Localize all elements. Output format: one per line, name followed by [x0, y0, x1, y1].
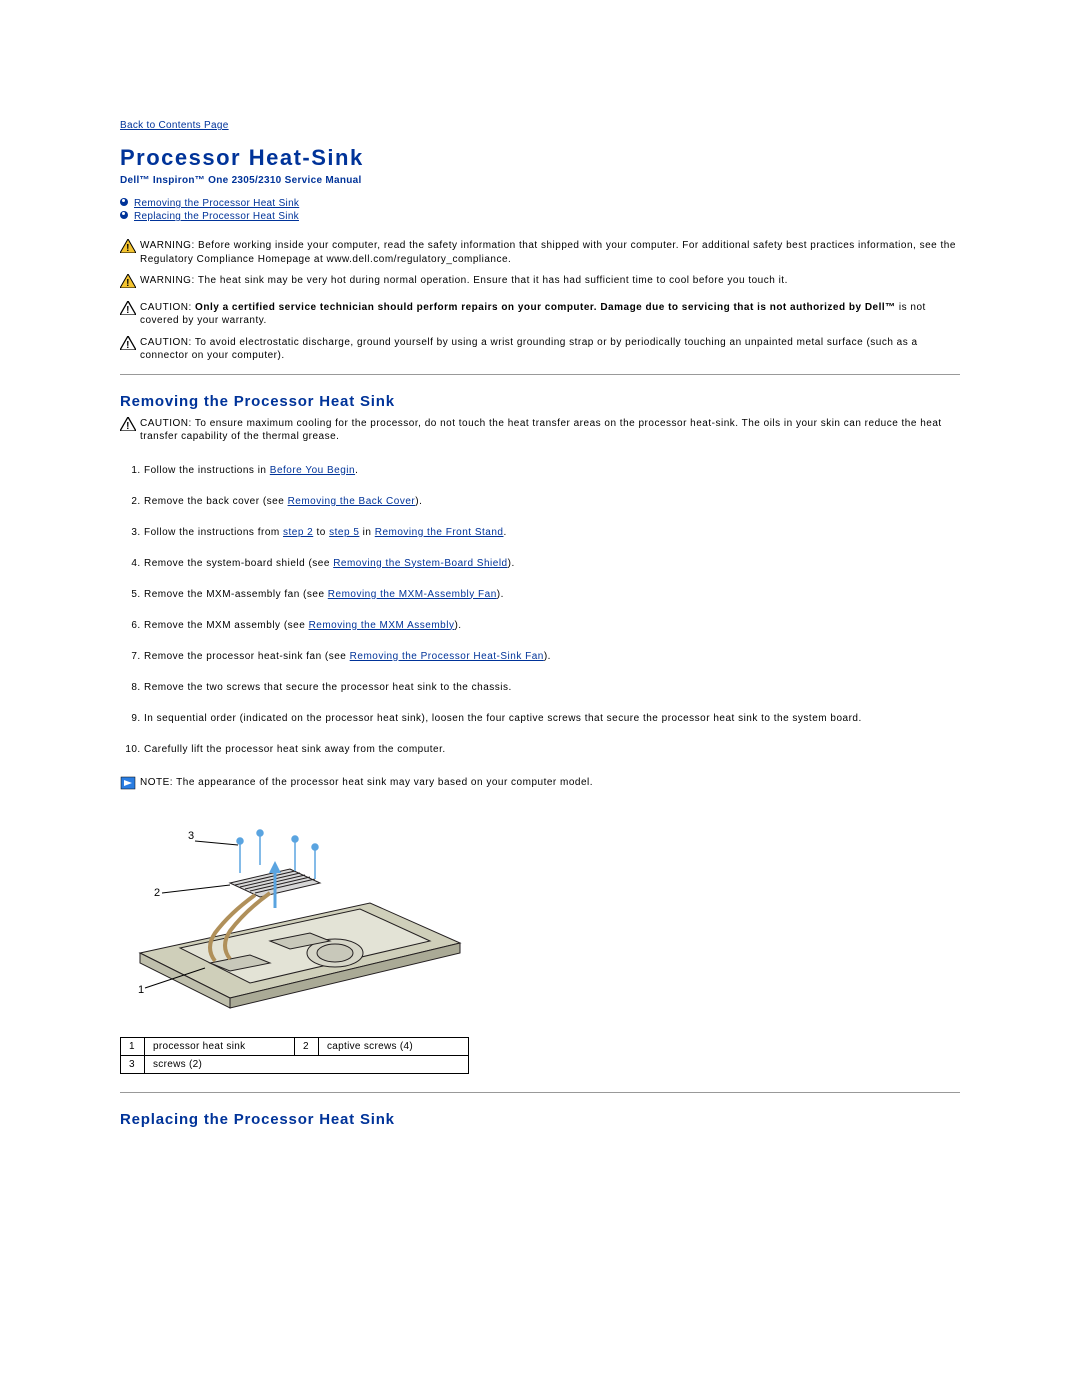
notice-text: CAUTION: To avoid electrostatic discharg… — [140, 335, 960, 364]
divider — [120, 1092, 960, 1093]
step: Remove the two screws that secure the pr… — [144, 682, 960, 693]
section-heading-replacing: Replacing the Processor Heat Sink — [120, 1111, 960, 1128]
step: Remove the system-board shield (see Remo… — [144, 558, 960, 569]
link-mxm-fan[interactable]: Removing the MXM-Assembly Fan — [328, 589, 497, 600]
legend-label: screws (2) — [145, 1056, 469, 1074]
link-front-stand[interactable]: Removing the Front Stand — [375, 527, 504, 538]
notice-text: WARNING: The heat sink may be very hot d… — [140, 273, 960, 294]
page-subtitle: Dell™ Inspiron™ One 2305/2310 Service Ma… — [120, 175, 960, 186]
step: Follow the instructions from step 2 to s… — [144, 527, 960, 538]
warning-notice: ! WARNING: Before working inside your co… — [120, 238, 960, 267]
toc-item: Removing the Processor Heat Sink — [120, 198, 960, 209]
link-mxm-assembly[interactable]: Removing the MXM Assembly — [309, 620, 455, 631]
step: Carefully lift the processor heat sink a… — [144, 744, 960, 755]
notice-text: WARNING: Before working inside your comp… — [140, 238, 960, 267]
page-title: Processor Heat-Sink — [120, 145, 960, 171]
caution-icon: ! — [120, 417, 136, 431]
bullet-icon — [120, 198, 128, 206]
svg-text:!: ! — [126, 340, 130, 350]
callout-1: 1 — [138, 984, 144, 996]
svg-text:!: ! — [126, 243, 130, 253]
divider — [120, 374, 960, 375]
caution-notice: ! CAUTION: To ensure maximum cooling for… — [120, 416, 960, 445]
notice-text: CAUTION: Only a certified service techni… — [140, 300, 960, 329]
caution-icon: ! — [120, 336, 136, 350]
warning-icon: ! — [120, 239, 136, 253]
warning-notice: ! WARNING: The heat sink may be very hot… — [120, 273, 960, 294]
caution-notice: ! CAUTION: To avoid electrostatic discha… — [120, 335, 960, 364]
note-notice: NOTE: The appearance of the processor he… — [120, 775, 960, 796]
step: In sequential order (indicated on the pr… — [144, 713, 960, 724]
legend-label: captive screws (4) — [319, 1038, 469, 1056]
legend-num: 3 — [121, 1056, 145, 1074]
table-of-contents: Removing the Processor Heat Sink Replaci… — [120, 198, 960, 222]
caution-notice: ! CAUTION: Only a certified service tech… — [120, 300, 960, 329]
step: Remove the back cover (see Removing the … — [144, 496, 960, 507]
note-icon — [120, 776, 136, 790]
back-to-contents-link[interactable]: Back to Contents Page — [120, 120, 960, 131]
caution-icon: ! — [120, 301, 136, 315]
step: Follow the instructions in Before You Be… — [144, 465, 960, 476]
notice-text: CAUTION: To ensure maximum cooling for t… — [140, 416, 960, 445]
toc-link-removing[interactable]: Removing the Processor Heat Sink — [134, 198, 299, 209]
toc-link-replacing[interactable]: Replacing the Processor Heat Sink — [134, 211, 299, 222]
heat-sink-diagram: 1 2 3 — [120, 813, 960, 1013]
callout-3: 3 — [188, 830, 194, 842]
procedure-steps: Follow the instructions in Before You Be… — [120, 465, 960, 755]
link-step5[interactable]: step 5 — [329, 527, 359, 538]
link-back-cover[interactable]: Removing the Back Cover — [288, 496, 416, 507]
warning-icon: ! — [120, 274, 136, 288]
svg-text:!: ! — [126, 421, 130, 431]
notice-text: NOTE: The appearance of the processor he… — [140, 775, 960, 796]
link-heatsink-fan[interactable]: Removing the Processor Heat-Sink Fan — [350, 651, 544, 662]
toc-item: Replacing the Processor Heat Sink — [120, 211, 960, 222]
link-before-you-begin[interactable]: Before You Begin — [270, 465, 355, 476]
legend-label: processor heat sink — [145, 1038, 295, 1056]
step: Remove the MXM-assembly fan (see Removin… — [144, 589, 960, 600]
svg-text:!: ! — [126, 305, 130, 315]
bullet-icon — [120, 211, 128, 219]
section-heading-removing: Removing the Processor Heat Sink — [120, 393, 960, 410]
step: Remove the processor heat-sink fan (see … — [144, 651, 960, 662]
step: Remove the MXM assembly (see Removing th… — [144, 620, 960, 631]
callout-2: 2 — [154, 887, 160, 899]
diagram-legend: 1 processor heat sink 2 captive screws (… — [120, 1037, 469, 1074]
svg-text:!: ! — [126, 278, 130, 288]
link-step2[interactable]: step 2 — [283, 527, 313, 538]
legend-num: 2 — [295, 1038, 319, 1056]
legend-num: 1 — [121, 1038, 145, 1056]
link-system-board-shield[interactable]: Removing the System-Board Shield — [333, 558, 507, 569]
